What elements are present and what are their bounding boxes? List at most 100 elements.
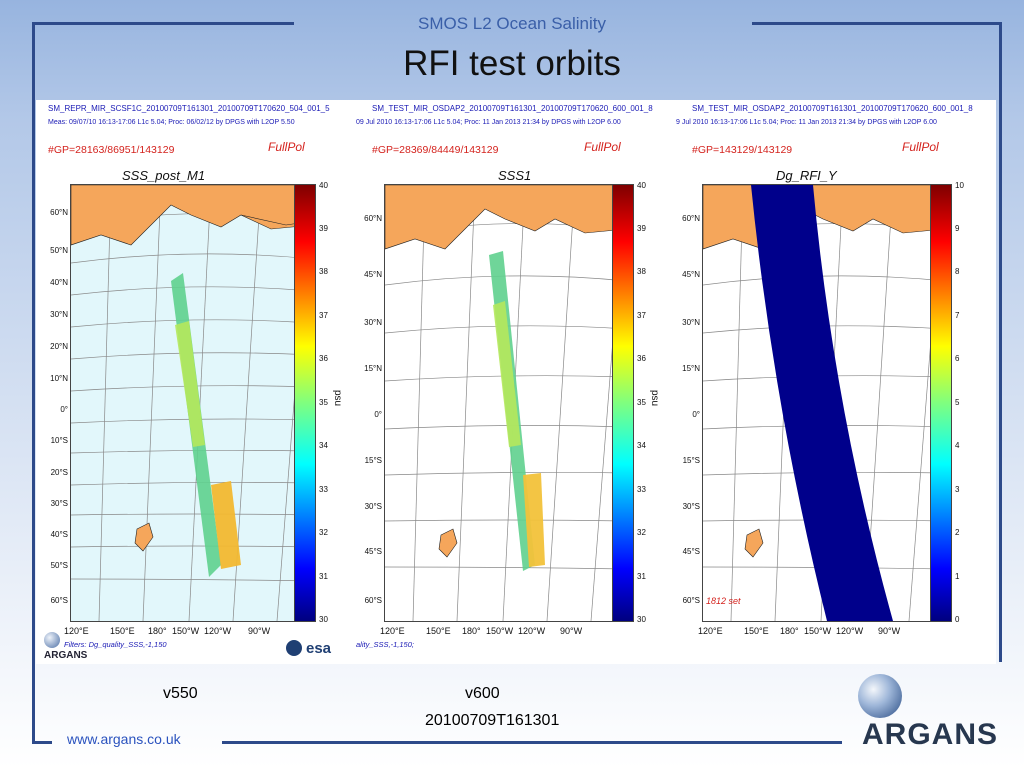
lon-label: 120°E xyxy=(380,626,405,636)
cbar-tick: 7 xyxy=(955,311,960,320)
frame-bottom-left xyxy=(32,741,52,744)
lat-label: 60°N xyxy=(682,214,700,223)
argans-logo-text: ARGANS xyxy=(862,718,999,751)
lat-label: 45°S xyxy=(682,547,700,556)
cbar-tick: 35 xyxy=(637,398,646,407)
lat-label: 45°N xyxy=(364,270,382,279)
frame-top-right xyxy=(752,22,1002,25)
argans-small-logo: ARGANS xyxy=(44,650,88,661)
lon-label: 150°E xyxy=(426,626,451,636)
cbar-tick: 2 xyxy=(955,528,960,537)
lon-label: 180° xyxy=(780,626,799,636)
lat-label: 60°S xyxy=(50,596,68,605)
map-file-name: SM_TEST_MIR_OSDAP2_20100709T161301_20100… xyxy=(372,104,653,113)
footer-url-link[interactable]: www.argans.co.uk xyxy=(67,731,181,747)
cbar-tick: 39 xyxy=(637,224,646,233)
lon-label: 120°W xyxy=(518,626,546,636)
rfi-set-note: 1812 set xyxy=(706,596,741,606)
slide-title: RFI test orbits xyxy=(403,44,621,83)
lat-label: 50°S xyxy=(50,561,68,570)
lat-label: 40°N xyxy=(50,278,68,287)
lat-label: 45°S xyxy=(364,547,382,556)
lat-label: 20°N xyxy=(50,342,68,351)
slide-subtitle: SMOS L2 Ocean Salinity xyxy=(417,14,607,33)
cbar-tick: 3 xyxy=(955,485,960,494)
map-file-name: SM_TEST_MIR_OSDAP2_20100709T161301_20100… xyxy=(692,104,973,113)
cbar-tick: 30 xyxy=(319,615,328,624)
map-plot xyxy=(70,184,314,622)
colorbar xyxy=(930,184,952,622)
lat-label: 0° xyxy=(60,405,68,414)
cbar-tick: 0 xyxy=(955,615,960,624)
cbar-tick: 36 xyxy=(319,354,328,363)
colorbar-unit: psu xyxy=(332,390,343,407)
plot-title: Dg_RFI_Y xyxy=(776,168,837,183)
cbar-tick: 34 xyxy=(637,441,646,450)
cbar-tick: 10 xyxy=(955,181,964,190)
lon-label: 180° xyxy=(462,626,481,636)
filter-label: Filters: Dg_quality_SSS,-1,150 xyxy=(64,640,167,649)
lat-label: 15°S xyxy=(682,456,700,465)
cbar-tick: 32 xyxy=(637,528,646,537)
cbar-tick: 38 xyxy=(637,267,646,276)
colorbar-unit: psu xyxy=(649,390,660,407)
lat-label: 30°S xyxy=(50,499,68,508)
cbar-tick: 34 xyxy=(319,441,328,450)
cbar-tick: 32 xyxy=(319,528,328,537)
version-label-v600: v600 xyxy=(465,685,500,702)
frame-left xyxy=(32,22,35,744)
lat-label: 60°N xyxy=(364,214,382,223)
lat-label: 30°N xyxy=(682,318,700,327)
colorbar xyxy=(612,184,634,622)
lon-label: 90°W xyxy=(878,626,901,636)
map-plot xyxy=(702,184,946,622)
lat-label: 10°N xyxy=(50,374,68,383)
lat-label: 10°S xyxy=(50,436,68,445)
map-card-sss1: SM_TEST_MIR_OSDAP2_20100709T161301_20100… xyxy=(356,100,674,664)
lon-label: 120°W xyxy=(836,626,864,636)
cbar-tick: 33 xyxy=(637,485,646,494)
plot-title: SSS_post_M1 xyxy=(122,168,206,183)
lon-label: 150°E xyxy=(744,626,769,636)
lon-label: 90°W xyxy=(560,626,583,636)
map-meta: Meas: 09/07/10 16:13-17:06 L1c 5.04; Pro… xyxy=(48,119,295,126)
lat-label: 30°N xyxy=(50,310,68,319)
cbar-tick: 38 xyxy=(319,267,328,276)
cbar-tick: 8 xyxy=(955,267,960,276)
grid-point-count: #GP=28163/86951/143129 xyxy=(48,144,175,156)
cbar-tick: 9 xyxy=(955,224,960,233)
cbar-tick: 31 xyxy=(637,572,646,581)
cbar-tick: 4 xyxy=(955,441,960,450)
lon-label: 150°W xyxy=(486,626,514,636)
grid-point-count: #GP=28369/84449/143129 xyxy=(372,144,499,156)
cbar-tick: 40 xyxy=(637,181,646,190)
polarization-label: FullPol xyxy=(584,140,621,154)
map-card-sss-post-m1: SM_REPR_MIR_SCSF1C_20100709T161301_20100… xyxy=(36,100,354,664)
lat-label: 30°S xyxy=(364,502,382,511)
polarization-label: FullPol xyxy=(902,140,939,154)
lat-label: 15°N xyxy=(682,364,700,373)
lon-label: 120°W xyxy=(204,626,232,636)
globe-logo-icon xyxy=(44,632,60,648)
version-label-v550: v550 xyxy=(163,685,198,702)
lon-label: 90°W xyxy=(248,626,271,636)
cbar-tick: 31 xyxy=(319,572,328,581)
lat-label: 20°S xyxy=(50,468,68,477)
figure-panel: SM_REPR_MIR_SCSF1C_20100709T161301_20100… xyxy=(36,100,996,664)
orbit-date-label: 20100709T161301 xyxy=(425,712,560,729)
lon-label: 150°E xyxy=(110,626,135,636)
filter-label: ality_SSS,-1,150; xyxy=(356,640,414,649)
colorbar xyxy=(294,184,316,622)
argans-logo: ARGANS xyxy=(848,670,1018,762)
lat-label: 40°S xyxy=(50,530,68,539)
cbar-tick: 36 xyxy=(637,354,646,363)
lat-label: 30°N xyxy=(364,318,382,327)
frame-bottom-right xyxy=(222,741,842,744)
lon-label: 120°E xyxy=(64,626,89,636)
cbar-tick: 30 xyxy=(637,615,646,624)
cbar-tick: 37 xyxy=(319,311,328,320)
map-meta: 9 Jul 2010 16:13-17:06 L1c 5.04; Proc: 1… xyxy=(676,119,937,126)
lat-label: 50°N xyxy=(50,246,68,255)
map-file-name: SM_REPR_MIR_SCSF1C_20100709T161301_20100… xyxy=(48,104,330,113)
map-plot xyxy=(384,184,628,622)
